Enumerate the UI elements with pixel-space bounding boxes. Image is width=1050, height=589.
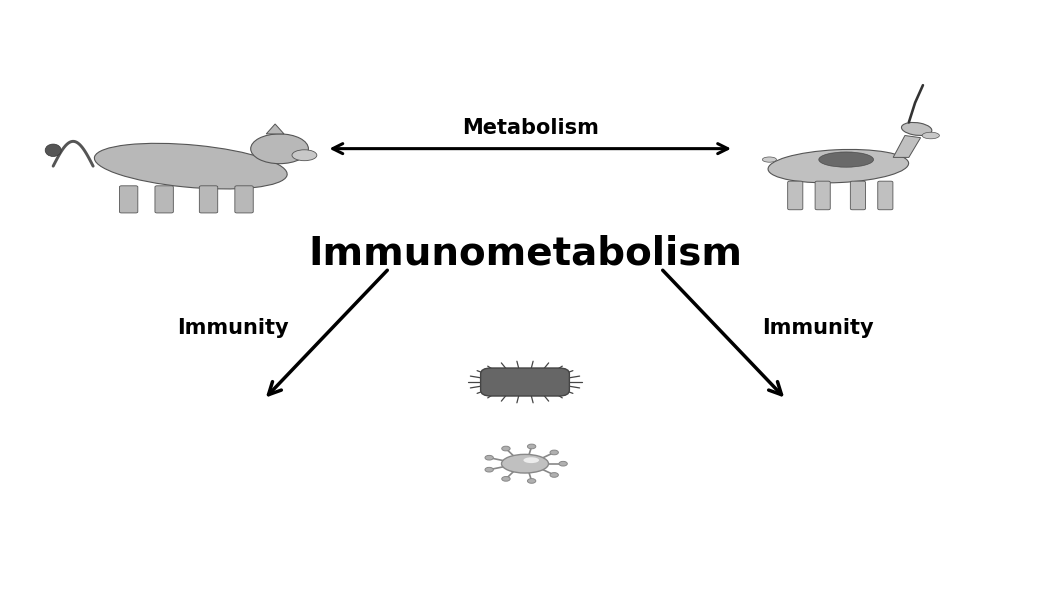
FancyBboxPatch shape [235,186,253,213]
Ellipse shape [550,472,559,477]
FancyBboxPatch shape [788,181,803,210]
Text: Immunometabolism: Immunometabolism [308,234,742,273]
Ellipse shape [45,144,61,157]
Ellipse shape [922,132,940,139]
Polygon shape [894,135,921,157]
Ellipse shape [251,134,309,164]
Ellipse shape [527,444,536,449]
FancyBboxPatch shape [850,181,865,210]
FancyBboxPatch shape [878,181,892,210]
Ellipse shape [502,454,548,473]
Ellipse shape [485,455,494,460]
Polygon shape [267,124,284,134]
Text: Immunity: Immunity [176,318,289,338]
Ellipse shape [502,477,510,481]
Text: Metabolism: Metabolism [462,118,598,138]
Ellipse shape [902,123,931,135]
Ellipse shape [524,457,539,463]
Ellipse shape [94,143,287,189]
Ellipse shape [768,150,908,183]
Ellipse shape [550,450,559,455]
Ellipse shape [485,467,494,472]
FancyBboxPatch shape [120,186,138,213]
Ellipse shape [292,150,317,161]
Ellipse shape [819,152,874,167]
Ellipse shape [502,446,510,451]
FancyBboxPatch shape [155,186,173,213]
FancyBboxPatch shape [200,186,217,213]
Ellipse shape [559,461,567,466]
Text: Immunity: Immunity [761,318,874,338]
FancyBboxPatch shape [815,181,831,210]
Ellipse shape [527,479,536,483]
Ellipse shape [762,157,776,162]
FancyBboxPatch shape [481,368,569,396]
